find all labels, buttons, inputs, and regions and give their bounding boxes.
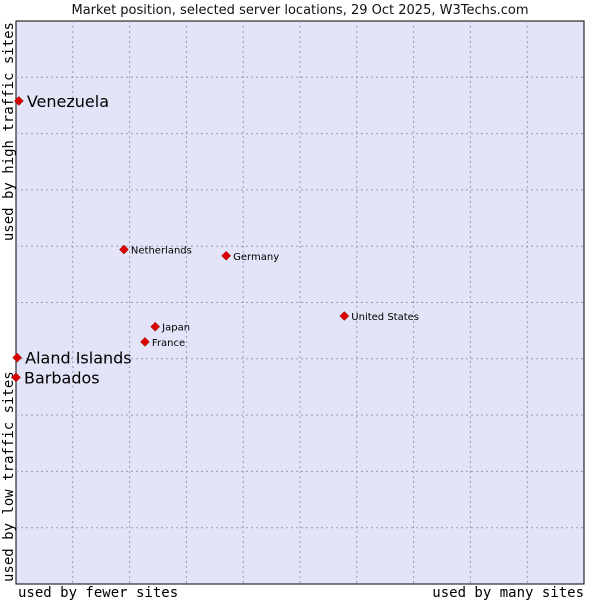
- point-label-barbados: Barbados: [24, 368, 100, 387]
- point-marker-france: [140, 337, 150, 347]
- point-label-united-states: United States: [351, 312, 419, 323]
- y-axis-label-top: used by high traffic sites: [1, 22, 17, 241]
- point-marker-aland-islands: [12, 352, 22, 363]
- point-marker-germany: [221, 250, 232, 261]
- point-label-france: France: [152, 338, 185, 349]
- point-marker-netherlands: [119, 244, 129, 255]
- point-marker-japan: [150, 321, 161, 332]
- point-label-netherlands: Netherlands: [131, 246, 192, 257]
- x-axis-label-right: used by many sites: [432, 585, 584, 600]
- chart-title: Market position, selected server locatio…: [71, 3, 528, 18]
- point-label-aland-islands: Aland Islands: [25, 349, 132, 368]
- x-axis-label-left: used by fewer sites: [18, 585, 178, 600]
- point-label-germany: Germany: [233, 252, 279, 263]
- point-marker-venezuela: [13, 96, 24, 106]
- point-marker-barbados: [11, 372, 21, 383]
- y-axis-label-bottom: used by low traffic sites: [1, 371, 17, 582]
- point-marker-united-states: [339, 311, 350, 321]
- data-points: Venezuela Netherlands Germany United States…: [11, 92, 419, 387]
- point-label-japan: Japan: [161, 323, 190, 334]
- point-label-venezuela: Venezuela: [27, 92, 109, 111]
- grid: [16, 21, 584, 584]
